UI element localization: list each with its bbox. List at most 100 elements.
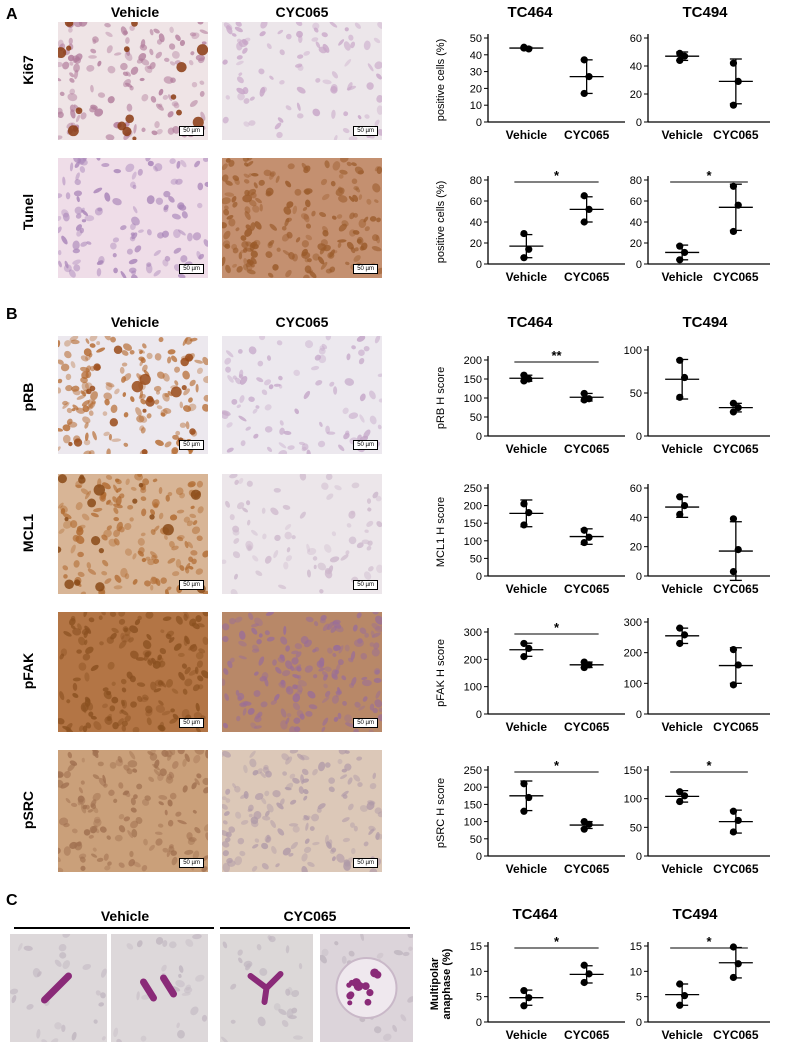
data-point xyxy=(580,218,588,226)
significance-label: * xyxy=(554,168,560,183)
data-point xyxy=(676,1001,684,1009)
y-tick-label: 150 xyxy=(624,765,642,777)
y-tick-label: 60 xyxy=(630,483,642,495)
data-point xyxy=(520,807,528,815)
micro-anaphase-cyc065-1 xyxy=(220,934,313,1042)
y-tick-label: 0 xyxy=(636,709,642,721)
scale-bar: 50 µm xyxy=(179,858,204,868)
data-point xyxy=(580,961,588,969)
y-tick-label: 10 xyxy=(470,966,482,978)
y-tick-label: 200 xyxy=(464,501,482,513)
micro-prb-vehicle: 50 µm xyxy=(58,336,208,454)
x-tick-label: CYC065 xyxy=(564,442,610,456)
y-axis-label: pSRC H score xyxy=(435,778,447,848)
x-tick-label: Vehicle xyxy=(506,442,548,456)
scale-bar: 50 µm xyxy=(353,858,378,868)
y-tick-label: 0 xyxy=(636,259,642,271)
data-point xyxy=(680,992,689,1000)
y-axis-label: anaphase (%) xyxy=(441,948,453,1019)
data-point xyxy=(729,101,738,109)
data-point xyxy=(676,256,684,264)
data-point xyxy=(520,229,528,238)
data-point xyxy=(729,973,738,982)
micro-anaphase-cyc065-2 xyxy=(320,934,413,1042)
y-tick-label: 100 xyxy=(624,794,642,806)
micro-psrc-cyc065: 50 µm xyxy=(222,750,382,872)
y-tick-label: 40 xyxy=(470,50,482,62)
y-tick-label: 50 xyxy=(470,553,482,565)
y-axis-label: Multipolar xyxy=(430,957,441,1010)
data-point xyxy=(580,825,588,833)
data-point xyxy=(520,986,528,995)
y-tick-label: 0 xyxy=(636,571,642,583)
col-header-cyc065-b: CYC065 xyxy=(275,314,329,330)
y-tick-label: 40 xyxy=(630,61,642,73)
y-tick-label: 5 xyxy=(636,992,642,1004)
y-tick-label: 100 xyxy=(624,345,642,357)
chart-tunel-tc494: 0 20 40 60 80 Vehicle CYC065 * xyxy=(630,168,770,284)
row-label-psrc: pSRC xyxy=(20,790,36,830)
data-point xyxy=(676,788,684,796)
y-tick-label: 0 xyxy=(476,709,482,721)
data-point xyxy=(680,631,689,639)
data-point xyxy=(729,828,738,836)
data-point xyxy=(676,356,684,364)
y-tick-label: 250 xyxy=(464,765,482,777)
data-point xyxy=(676,510,684,518)
y-tick-label: 50 xyxy=(470,412,482,424)
x-tick-label: CYC065 xyxy=(713,270,759,284)
micro-tunel-vehicle: 50 µm xyxy=(58,158,208,278)
data-point xyxy=(580,526,588,534)
data-point xyxy=(676,242,684,250)
x-tick-label: CYC065 xyxy=(713,720,759,734)
y-tick-label: 0 xyxy=(476,117,482,129)
x-tick-label: Vehicle xyxy=(506,720,548,734)
data-point xyxy=(580,663,588,672)
micro-ki67-cyc065: 50 µm xyxy=(222,22,382,140)
chart-mcl1-tc494: 0 20 40 60 Vehicle CYC065 xyxy=(630,483,770,596)
y-tick-label: 0 xyxy=(636,117,642,129)
micro-psrc-vehicle: 50 µm xyxy=(58,750,208,872)
data-point xyxy=(525,245,533,253)
y-tick-label: 200 xyxy=(624,648,642,660)
data-point xyxy=(580,56,588,64)
data-point xyxy=(729,182,738,190)
y-tick-label: 10 xyxy=(470,100,482,112)
chart-title-tc494-b: TC494 xyxy=(682,314,728,331)
chart-tunel-tc464: 0 20 40 60 80 Vehicle CYC065 positive cells (%)… xyxy=(435,168,625,284)
data-point xyxy=(580,389,588,398)
data-point xyxy=(729,681,738,689)
col-header-vehicle-c: Vehicle xyxy=(100,908,150,924)
y-tick-label: 60 xyxy=(630,196,642,208)
y-tick-label: 150 xyxy=(464,518,482,530)
data-point xyxy=(580,396,588,404)
y-tick-label: 200 xyxy=(464,355,482,367)
data-point xyxy=(525,644,533,652)
row-label-tunel: Tunel xyxy=(20,193,36,231)
y-tick-label: 15 xyxy=(470,941,482,953)
y-tick-label: 100 xyxy=(464,682,482,694)
data-point xyxy=(585,73,593,81)
micro-ki67-vehicle: 50 µm xyxy=(58,22,208,140)
x-tick-label: CYC065 xyxy=(713,1028,759,1042)
scale-bar: 50 µm xyxy=(179,126,204,136)
y-tick-label: 100 xyxy=(464,817,482,829)
data-point xyxy=(734,960,742,968)
y-tick-label: 0 xyxy=(636,1017,642,1029)
y-tick-label: 40 xyxy=(470,217,482,229)
x-tick-label: CYC065 xyxy=(564,862,610,876)
data-point xyxy=(729,807,738,815)
data-point xyxy=(734,816,742,825)
y-tick-label: 0 xyxy=(476,571,482,583)
y-tick-label: 60 xyxy=(630,33,642,45)
y-tick-label: 30 xyxy=(470,67,482,79)
scale-bar: 50 µm xyxy=(353,580,378,590)
x-tick-label: CYC065 xyxy=(713,582,759,596)
y-axis-label: positive cells (%) xyxy=(435,39,447,122)
significance-label: * xyxy=(554,758,560,773)
data-point xyxy=(734,546,742,554)
data-point xyxy=(680,502,689,510)
chart-pfak-tc464: 0 100 200 300 Vehicle CYC065 pFAK H score * xyxy=(435,620,625,734)
x-tick-label: Vehicle xyxy=(506,1028,548,1042)
y-tick-label: 300 xyxy=(624,617,642,629)
